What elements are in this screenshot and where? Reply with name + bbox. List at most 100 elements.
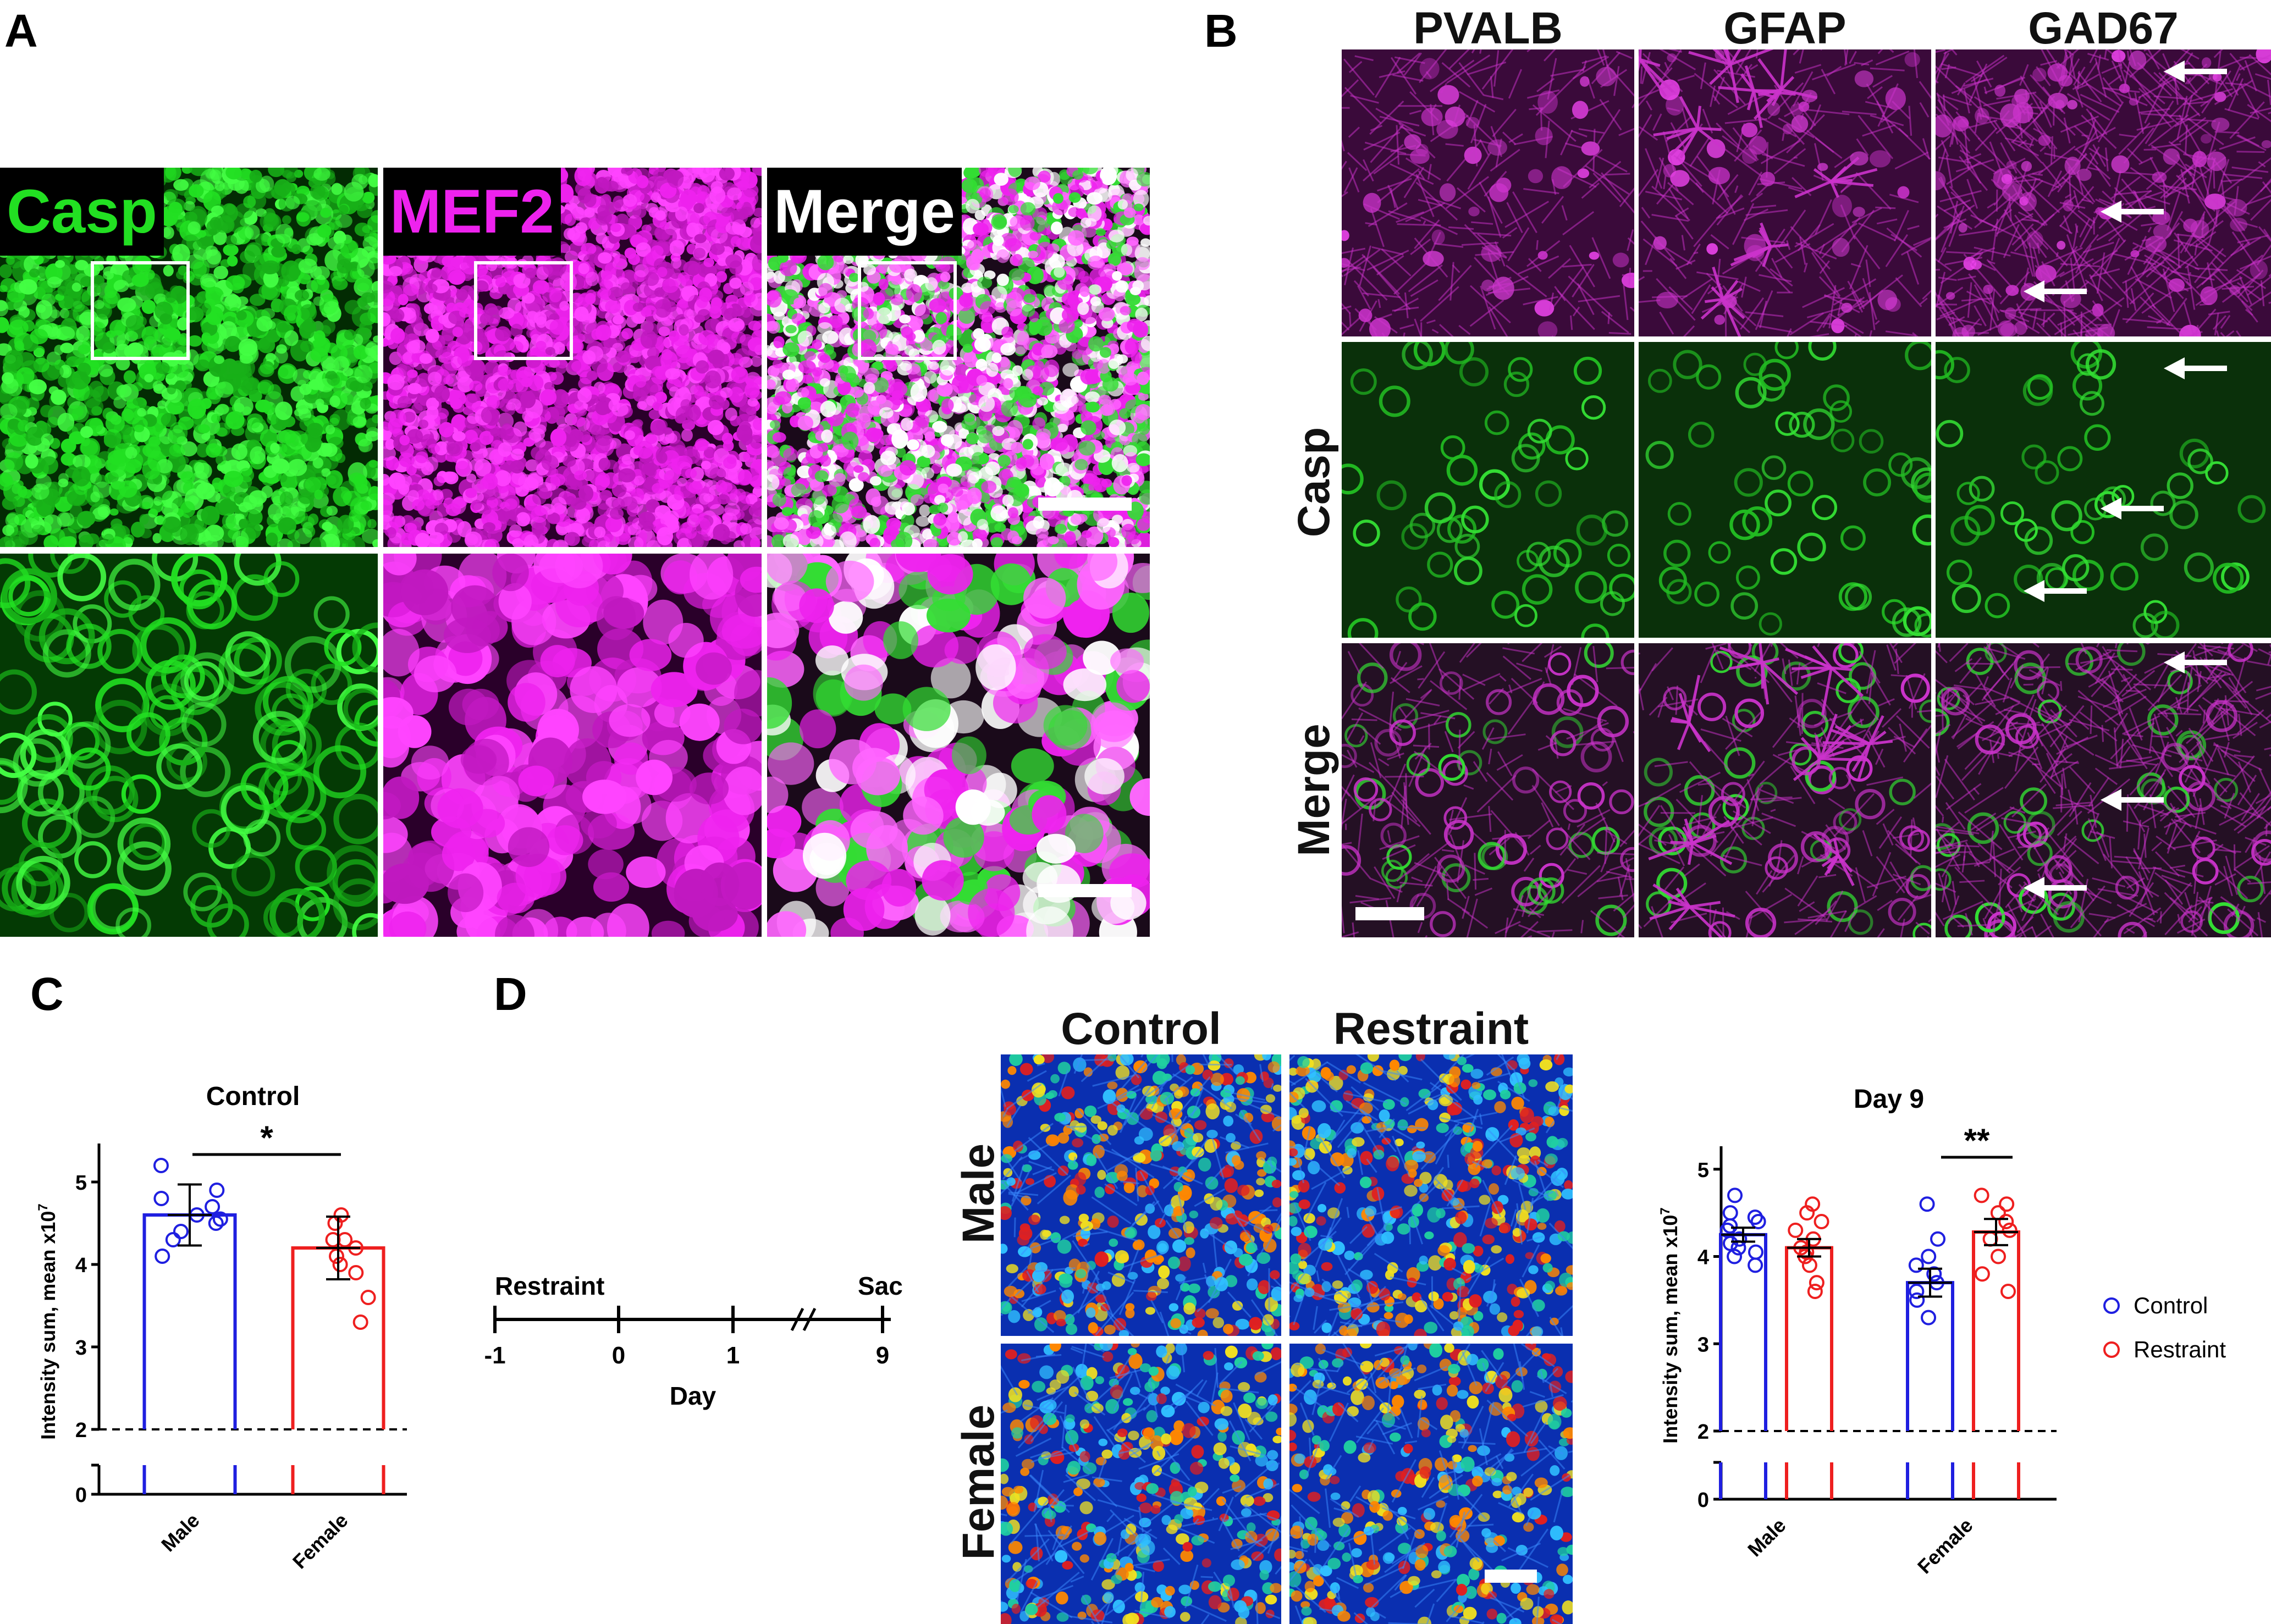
panel-a-bottom-image	[383, 554, 762, 937]
heatmap-image	[1289, 1054, 1573, 1336]
y-tick-label: 4	[75, 1254, 87, 1277]
timeline-break	[802, 1307, 817, 1332]
timeline-start-label: Restraint	[495, 1272, 604, 1300]
data-point	[332, 1257, 348, 1272]
inset-box	[858, 261, 957, 360]
scale-bar	[1038, 884, 1132, 897]
bar	[1785, 1246, 1833, 1431]
legend-marker	[2103, 1341, 2120, 1358]
panel-b-image	[1342, 49, 1634, 336]
timeline-end-label: Sac	[858, 1272, 903, 1300]
data-point	[348, 1265, 364, 1280]
timeline-axis-label: Day	[670, 1382, 716, 1410]
y-axis-label: Intensity sum, mean x107	[36, 1203, 59, 1440]
panel-label-a: A	[4, 5, 38, 57]
panel-label-c: C	[30, 968, 64, 1020]
data-point	[155, 1249, 170, 1264]
panel-b-image	[1936, 49, 2271, 336]
timeline-diagram: Restraint Sac -1 0 1 9 Day	[484, 1272, 903, 1410]
data-point	[173, 1224, 189, 1239]
y-tick-label: 2	[1697, 1421, 1709, 1444]
data-point	[1722, 1235, 1738, 1251]
timeline-tick-label: 1	[726, 1342, 740, 1369]
significance-label: *	[260, 1119, 273, 1156]
arrow-icon	[2164, 651, 2227, 673]
data-point	[1908, 1257, 1924, 1273]
data-point	[1909, 1292, 1925, 1308]
arrow-icon	[2024, 877, 2087, 899]
data-point	[1909, 1284, 1925, 1299]
panel-a-tag: Casp	[0, 168, 164, 256]
arrow-icon	[2101, 201, 2164, 223]
panel-b-image	[1936, 342, 2271, 638]
data-point	[1999, 1196, 2015, 1212]
data-point	[1991, 1249, 2007, 1264]
data-point	[333, 1207, 349, 1223]
arrow-icon	[2101, 498, 2164, 520]
data-point	[1748, 1257, 1763, 1273]
bar	[1719, 1233, 1767, 1431]
y-tick-label: 4	[1697, 1246, 1709, 1269]
scale-bar	[1038, 498, 1132, 511]
data-point	[1788, 1222, 1804, 1238]
heatmap-image	[1001, 1344, 1281, 1624]
data-point	[165, 1232, 181, 1247]
data-point	[1974, 1266, 1990, 1282]
y-tick-label: 2	[75, 1419, 87, 1442]
panel-label-d: D	[494, 968, 527, 1020]
data-point	[205, 1199, 221, 1214]
data-point	[1974, 1187, 1989, 1203]
y-tick-label: 5	[1697, 1159, 1709, 1182]
data-point	[153, 1191, 169, 1206]
panel-a-tag: MEF2	[383, 168, 561, 256]
legend-label: Control	[2134, 1292, 2208, 1318]
column-header-gad67: GAD67	[2028, 3, 2179, 53]
panel-b-image	[1639, 49, 1931, 336]
data-point	[209, 1183, 225, 1198]
data-point	[325, 1232, 341, 1247]
timeline-tick-label: -1	[484, 1342, 505, 1369]
category-label: Female	[1913, 1514, 1977, 1578]
panel-a-bottom-image	[0, 554, 378, 937]
data-point	[1799, 1205, 1815, 1221]
data-point	[1750, 1214, 1766, 1229]
category-label: Male	[1743, 1514, 1790, 1561]
heatmap-column-header: Control	[1061, 1004, 1221, 1054]
arrow-icon	[2101, 789, 2164, 811]
data-point	[1807, 1284, 1823, 1299]
column-header-pvalb: PVALB	[1413, 3, 1563, 53]
data-point	[1747, 1209, 1763, 1225]
panel-b-image	[1342, 643, 1634, 937]
heatmap-row-header: Male	[953, 1143, 1004, 1244]
panel-label-b: B	[1204, 5, 1238, 57]
panel-b-image	[1936, 643, 2271, 937]
significance-label: **	[1964, 1122, 1990, 1159]
data-point	[360, 1290, 376, 1305]
data-point	[2002, 1222, 2018, 1238]
data-point	[1809, 1275, 1824, 1291]
data-point	[2000, 1284, 2016, 1299]
y-tick-label: 0	[75, 1484, 87, 1507]
chart-c-control: Control 0 2 3 4 5 Intensity sum, mean x107 Male…	[36, 1082, 407, 1573]
data-point	[1982, 1231, 1998, 1247]
data-point	[1814, 1214, 1829, 1229]
data-point	[1921, 1249, 1937, 1264]
heatmap-column-header: Restraint	[1333, 1004, 1529, 1054]
y-tick-label: 5	[75, 1172, 87, 1195]
panel-b-image	[1342, 342, 1634, 638]
data-point	[1926, 1266, 1942, 1282]
legend-marker	[2103, 1297, 2120, 1314]
row-header-merge: Merge	[1289, 723, 1339, 857]
data-point	[1919, 1196, 1935, 1212]
data-point	[1799, 1244, 1815, 1260]
arrow-icon	[2024, 280, 2087, 302]
panel-a-bottom-image	[767, 554, 1150, 937]
data-point	[1722, 1205, 1738, 1221]
column-header-gfap: GFAP	[1723, 3, 1846, 53]
data-point	[1998, 1214, 2014, 1229]
data-point	[1990, 1205, 2006, 1221]
data-point	[1921, 1310, 1937, 1325]
panel-b-image	[1639, 643, 1931, 937]
inset-box	[91, 261, 190, 360]
data-point	[1722, 1218, 1738, 1234]
